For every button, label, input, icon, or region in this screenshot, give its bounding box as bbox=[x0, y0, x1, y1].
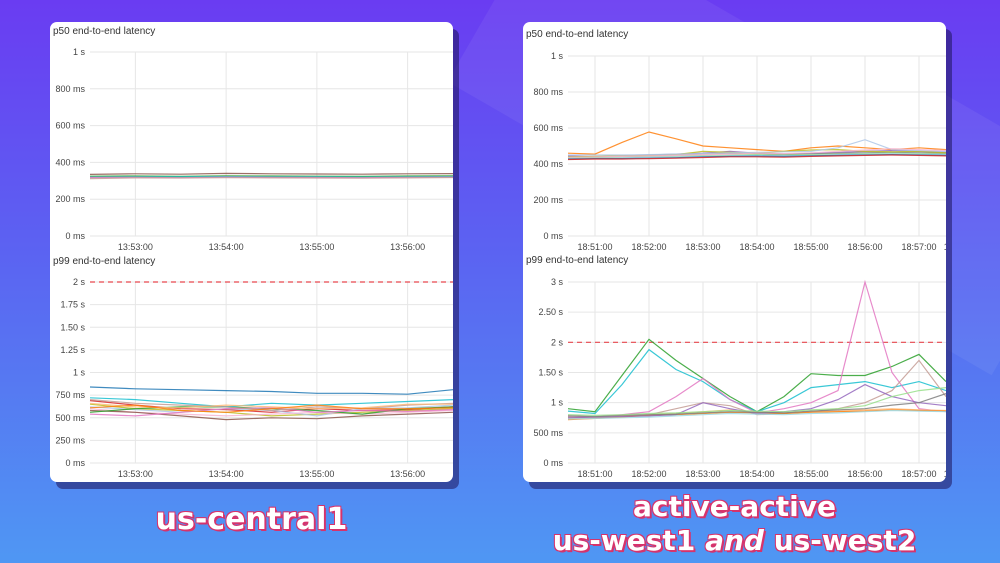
y-tick-label: 2.50 s bbox=[538, 307, 563, 317]
y-tick-label: 800 ms bbox=[55, 84, 85, 94]
y-tick-label: 400 ms bbox=[533, 159, 563, 169]
y-tick-label: 1.25 s bbox=[60, 345, 85, 355]
y-tick-label: 200 ms bbox=[533, 195, 563, 205]
chart-l2: p99 end-to-end latency 0 ms 250 ms 500 ms 75… bbox=[53, 256, 453, 479]
y-tick-label: 2 s bbox=[73, 277, 86, 287]
x-tick-label: 13:56:00 bbox=[390, 469, 425, 479]
y-tick-label: 1.50 s bbox=[60, 322, 85, 332]
caption-right-line1: active-active bbox=[632, 490, 837, 523]
y-tick-label: 800 ms bbox=[533, 87, 563, 97]
y-tick-label: 600 ms bbox=[55, 121, 85, 131]
x-tick-label: 13:56:00 bbox=[390, 242, 425, 252]
chart-title: p50 end-to-end latency bbox=[526, 29, 628, 40]
left-charts: p50 end-to-end latency 0 ms 200 ms 400 ms 60… bbox=[53, 26, 453, 479]
y-tick-label: 0 ms bbox=[65, 458, 85, 468]
x-tick-label: 18:51:00 bbox=[577, 469, 612, 479]
x-tick-label: 18:54:00 bbox=[739, 242, 774, 252]
chart-title: p99 end-to-end latency bbox=[526, 255, 628, 266]
series-line bbox=[567, 409, 946, 420]
y-tick-label: 600 ms bbox=[533, 123, 563, 133]
chart-l1: p50 end-to-end latency 0 ms 200 ms 400 ms 60… bbox=[53, 26, 453, 252]
right-chart-panel: p50 end-to-end latency 0 ms 200 ms 400 ms 60… bbox=[523, 22, 946, 482]
series-line bbox=[89, 175, 453, 178]
series-line bbox=[89, 399, 453, 412]
x-tick-label: 18:56:00 bbox=[847, 469, 882, 479]
x-tick-label: 18 bbox=[944, 242, 946, 252]
x-tick-label: 18:55:00 bbox=[793, 242, 828, 252]
x-tick-label: 18:54:00 bbox=[739, 469, 774, 479]
y-tick-label: 250 ms bbox=[55, 435, 85, 445]
series-line bbox=[89, 407, 453, 417]
chart-title: p99 end-to-end latency bbox=[53, 256, 155, 267]
y-tick-label: 1 s bbox=[73, 368, 86, 378]
x-tick-label: 13:55:00 bbox=[299, 242, 334, 252]
series-line bbox=[567, 393, 946, 418]
x-tick-label: 18:57:00 bbox=[901, 242, 936, 252]
x-tick-label: 13:53:00 bbox=[118, 242, 153, 252]
caption-right-line2: us-west1 and us-west2 bbox=[523, 524, 946, 558]
y-tick-label: 1.75 s bbox=[60, 300, 85, 310]
series-line bbox=[89, 404, 453, 413]
x-tick-label: 18:55:00 bbox=[793, 469, 828, 479]
y-tick-label: 1 s bbox=[73, 47, 86, 57]
x-tick-label: 13:54:00 bbox=[209, 469, 244, 479]
caption-left: us-central1 bbox=[50, 502, 453, 537]
x-tick-label: 18:56:00 bbox=[847, 242, 882, 252]
x-tick-label: 18:53:00 bbox=[685, 469, 720, 479]
caption-right: active-active us-west1 and us-west2 bbox=[523, 490, 946, 558]
series-line bbox=[89, 386, 453, 395]
y-tick-label: 500 ms bbox=[55, 413, 85, 423]
caption-region-b: us-west2 bbox=[773, 524, 917, 557]
y-tick-label: 400 ms bbox=[55, 157, 85, 167]
chart-r2: p99 end-to-end latency 0 ms 500 ms 1 s 1.50 … bbox=[526, 255, 946, 479]
x-tick-label: 18:52:00 bbox=[631, 242, 666, 252]
caption-left-text: us-central1 bbox=[155, 502, 348, 537]
x-tick-label: 18:51:00 bbox=[577, 242, 612, 252]
y-tick-label: 0 ms bbox=[65, 231, 85, 241]
x-tick-label: 18:52:00 bbox=[631, 469, 666, 479]
y-tick-label: 500 ms bbox=[533, 428, 563, 438]
y-tick-label: 2 s bbox=[551, 337, 564, 347]
series-line bbox=[567, 387, 946, 416]
y-tick-label: 200 ms bbox=[55, 194, 85, 204]
chart-r1: p50 end-to-end latency 0 ms 200 ms 400 ms 60… bbox=[526, 29, 946, 252]
x-tick-label: 13:53:00 bbox=[118, 469, 153, 479]
chart-title: p50 end-to-end latency bbox=[53, 26, 155, 37]
x-tick-label: 13:54:00 bbox=[209, 242, 244, 252]
series-line bbox=[568, 139, 946, 156]
series-line bbox=[89, 176, 453, 180]
y-tick-label: 750 ms bbox=[55, 390, 85, 400]
left-chart-panel: p50 end-to-end latency 0 ms 200 ms 400 ms 60… bbox=[50, 22, 453, 482]
caption-region-a: us-west1 bbox=[552, 524, 696, 557]
series-line bbox=[89, 409, 453, 421]
series-line bbox=[89, 397, 453, 408]
x-tick-label: 13:55:00 bbox=[299, 469, 334, 479]
y-tick-label: 1 s bbox=[551, 51, 564, 61]
series-line bbox=[567, 152, 946, 160]
series-line bbox=[567, 148, 946, 158]
x-tick-label: 18 bbox=[944, 469, 946, 479]
y-tick-label: 1 s bbox=[551, 398, 564, 408]
y-tick-label: 0 ms bbox=[543, 458, 563, 468]
y-tick-label: 3 s bbox=[551, 277, 564, 287]
series-line bbox=[567, 154, 946, 161]
caption-and: and bbox=[705, 524, 764, 557]
y-tick-label: 1.50 s bbox=[538, 368, 563, 378]
y-tick-label: 0 ms bbox=[543, 231, 563, 241]
x-tick-label: 18:57:00 bbox=[901, 469, 936, 479]
series-line bbox=[89, 172, 453, 175]
right-charts: p50 end-to-end latency 0 ms 200 ms 400 ms 60… bbox=[526, 29, 946, 479]
x-tick-label: 18:53:00 bbox=[685, 242, 720, 252]
